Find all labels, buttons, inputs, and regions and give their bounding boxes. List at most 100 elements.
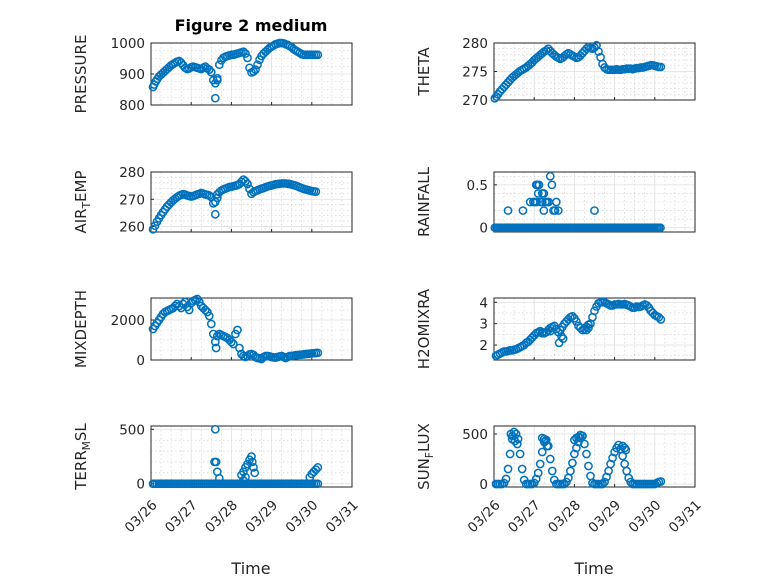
x-axis-label-right: Time xyxy=(573,559,613,578)
data-point xyxy=(590,206,599,215)
axes-frame xyxy=(150,171,353,233)
data-point xyxy=(551,197,561,207)
data-point xyxy=(229,339,238,349)
y-axis-label: AIRTEMP xyxy=(72,171,93,234)
y-axis-label-subscript: T xyxy=(81,201,93,209)
axes-frame xyxy=(493,297,696,361)
y-axis-label-tail: SL xyxy=(72,423,90,442)
y-axis-label-subscript: M xyxy=(81,441,93,450)
data-point xyxy=(656,477,666,486)
data-point xyxy=(212,331,222,341)
data-point xyxy=(150,221,160,231)
subplot-0: 800 900 1000 PRESSURE xyxy=(72,35,353,114)
y-tick-label: 270 xyxy=(462,93,488,109)
plot-area xyxy=(494,298,695,360)
y-axis-label-tail: LUX xyxy=(415,423,433,452)
y-tick-label: 900 xyxy=(119,67,145,83)
data-point xyxy=(541,436,550,446)
data-point xyxy=(241,49,250,58)
data-point xyxy=(250,468,260,478)
data-point xyxy=(239,47,248,57)
data-point xyxy=(313,50,323,60)
series-points xyxy=(148,424,323,489)
data-point xyxy=(532,197,541,207)
data-point xyxy=(553,206,563,215)
data-point xyxy=(582,44,591,54)
data-point xyxy=(501,474,511,484)
series-points xyxy=(490,40,666,103)
data-point xyxy=(580,439,589,449)
y-axis-label-main: MIXDEPTH xyxy=(72,290,90,368)
data-point xyxy=(534,180,544,190)
data-point xyxy=(243,179,252,189)
data-point xyxy=(533,468,543,478)
y-tick-label: 3 xyxy=(479,317,488,333)
data-point xyxy=(208,199,218,208)
data-point xyxy=(515,449,525,459)
data-point xyxy=(239,467,248,477)
data-point xyxy=(531,180,541,190)
data-point xyxy=(568,458,577,468)
data-point xyxy=(584,323,593,333)
data-point xyxy=(600,477,609,487)
data-point xyxy=(656,223,665,233)
y-axis-label: SUNFLUX xyxy=(415,423,436,490)
data-point xyxy=(539,206,549,215)
data-point xyxy=(560,479,569,489)
y-tick-label: 500 xyxy=(462,427,488,443)
data-point xyxy=(542,441,552,451)
data-point xyxy=(512,439,522,449)
y-axis-label-main: RAINFALL xyxy=(415,166,433,237)
y-axis-label-main: H2OMIXRA xyxy=(415,288,433,369)
subplot-2: 260 270 280 AIRTEMP xyxy=(72,165,353,236)
data-point xyxy=(572,317,581,326)
data-point xyxy=(214,60,224,70)
data-point xyxy=(533,189,543,198)
data-point xyxy=(656,62,666,72)
data-point xyxy=(241,472,250,482)
data-point xyxy=(247,457,257,467)
data-point xyxy=(568,311,577,321)
axes-frame xyxy=(150,297,353,361)
data-point xyxy=(204,65,214,75)
subplot-4: 0 2000 MIXDEPTH xyxy=(72,290,353,369)
y-axis-label-main: SUN xyxy=(415,458,433,490)
data-point xyxy=(598,479,607,489)
data-point xyxy=(313,348,323,358)
minor-grid xyxy=(494,298,695,360)
y-axis-label: THETA xyxy=(415,47,433,97)
data-point xyxy=(211,343,221,353)
y-axis-label-tail: EMP xyxy=(72,171,90,202)
data-point xyxy=(574,432,583,442)
y-axis-label-main: TERR xyxy=(72,450,90,491)
data-point xyxy=(212,73,222,83)
y-tick-label: 2000 xyxy=(111,313,145,329)
data-point xyxy=(508,431,517,441)
y-axis-label: PRESSURE xyxy=(72,35,90,114)
series-points xyxy=(148,294,323,364)
data-point xyxy=(311,465,321,474)
y-tick-label: 0 xyxy=(479,477,488,493)
data-point xyxy=(313,479,323,489)
series-points xyxy=(148,175,321,234)
series-points xyxy=(148,38,323,103)
data-point xyxy=(654,312,664,322)
plot-area xyxy=(151,172,352,232)
data-point xyxy=(578,431,587,441)
data-point xyxy=(204,191,214,200)
x-axis-label-left: Time xyxy=(230,559,270,578)
data-point xyxy=(249,67,258,76)
data-point xyxy=(210,197,220,207)
data-point xyxy=(594,47,603,56)
data-point xyxy=(200,305,210,315)
series-points xyxy=(491,297,666,361)
data-point xyxy=(557,332,566,341)
y-axis-label: TERRMSL xyxy=(72,423,93,491)
data-point xyxy=(227,337,236,347)
data-point xyxy=(517,464,527,474)
data-point xyxy=(621,445,631,455)
data-point xyxy=(558,334,568,343)
data-point xyxy=(545,171,555,181)
y-tick-label: 500 xyxy=(119,422,145,438)
